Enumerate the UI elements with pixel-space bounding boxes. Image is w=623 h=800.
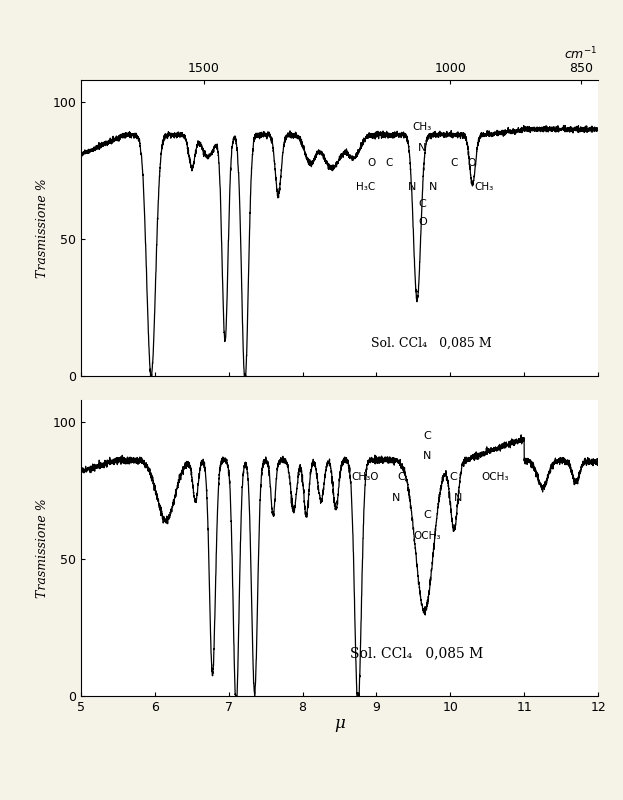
X-axis label: μ: μ	[334, 715, 345, 732]
Text: CH₃: CH₃	[475, 182, 494, 191]
Text: OCH₃: OCH₃	[414, 531, 441, 541]
Text: N: N	[407, 182, 416, 191]
Text: O: O	[418, 217, 427, 227]
Text: N: N	[392, 493, 401, 502]
Text: C: C	[424, 510, 431, 521]
X-axis label: $cm^{-1}$: $cm^{-1}$	[564, 46, 598, 62]
Text: N: N	[423, 451, 432, 462]
Text: Sol. CCl₄   0,085 M: Sol. CCl₄ 0,085 M	[371, 336, 492, 350]
Text: Sol. CCl₄   0,085 M: Sol. CCl₄ 0,085 M	[350, 646, 483, 661]
Text: C   O: C O	[451, 158, 477, 168]
Text: N: N	[454, 493, 463, 502]
Text: OCH₃: OCH₃	[481, 472, 508, 482]
Text: C: C	[424, 430, 431, 441]
Text: N: N	[429, 182, 437, 191]
Text: N: N	[418, 143, 427, 153]
Text: CH₃: CH₃	[412, 122, 432, 132]
Y-axis label: Trasmissione %: Trasmissione %	[37, 178, 49, 278]
Text: O   C: O C	[368, 158, 394, 168]
Y-axis label: Trasmissione %: Trasmissione %	[37, 498, 49, 598]
Text: C: C	[419, 199, 426, 210]
Text: C: C	[449, 472, 457, 482]
Text: CH₃O: CH₃O	[351, 472, 379, 482]
Text: H₃C: H₃C	[356, 182, 375, 191]
Text: C: C	[397, 472, 406, 482]
